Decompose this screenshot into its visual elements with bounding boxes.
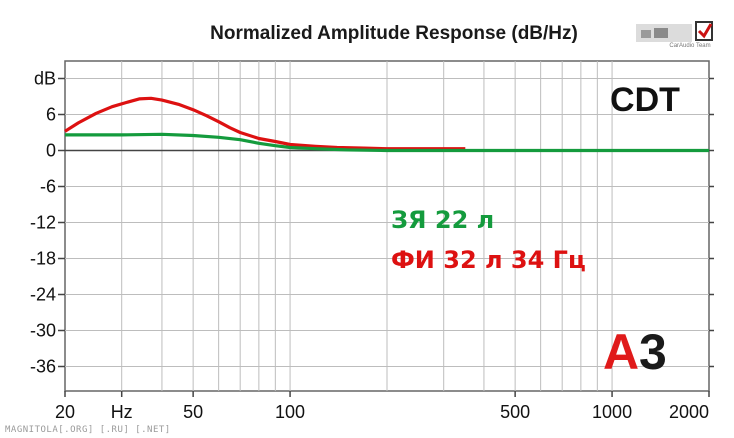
x-tick-label: Hz — [111, 402, 133, 422]
legend-label-red: ФИ 32 л 34 Гц — [391, 246, 586, 274]
y-tick-label: -24 — [30, 285, 56, 305]
series-line-red — [64, 96, 466, 151]
series-layer — [64, 96, 709, 153]
x-tick-label: 1000 — [592, 402, 632, 422]
y-tick-label: 6 — [46, 105, 56, 125]
team-logo: CarAudio Team — [636, 21, 713, 49]
y-tick-label: -30 — [30, 321, 56, 341]
checkmark-icon — [697, 23, 713, 39]
team-logo-text: CarAudio Team — [669, 43, 710, 49]
y-tick-label: -36 — [30, 357, 56, 377]
x-tick-label: 500 — [500, 402, 530, 422]
a3-logo-letter-a: А — [603, 324, 639, 380]
x-tick-label: 2000 — [669, 402, 709, 422]
x-tick-label: 20 — [55, 402, 75, 422]
grid — [65, 61, 709, 391]
y-tick-label: -6 — [40, 177, 56, 197]
site-watermark: MAGNITOLA[.ORG] [.RU] [.NET] — [5, 425, 171, 435]
chart-title: Normalized Amplitude Response (dB/Hz) — [210, 23, 578, 44]
x-tick-label: 100 — [275, 402, 305, 422]
series-line-green — [65, 132, 709, 153]
x-tick-label: 50 — [183, 402, 203, 422]
a3-logo-digit-3: 3 — [639, 324, 667, 380]
y-tick-label: -12 — [30, 213, 56, 233]
team-logo-car-shape — [641, 30, 651, 38]
a3-logo: А 3 — [603, 324, 667, 380]
axis-ticks: dB 6 0 -6 -12 -18 -24 -30 -36 20 Hz 50 100 500 1000 200… — [30, 69, 714, 422]
y-tick-label: dB — [34, 69, 56, 89]
cdt-badge: CDT — [610, 81, 680, 119]
y-tick-label: 0 — [46, 141, 56, 161]
team-logo-speaker-shape — [654, 28, 668, 38]
y-tick-label: -18 — [30, 249, 56, 269]
legend-label-green: ЗЯ 22 л — [391, 206, 494, 234]
